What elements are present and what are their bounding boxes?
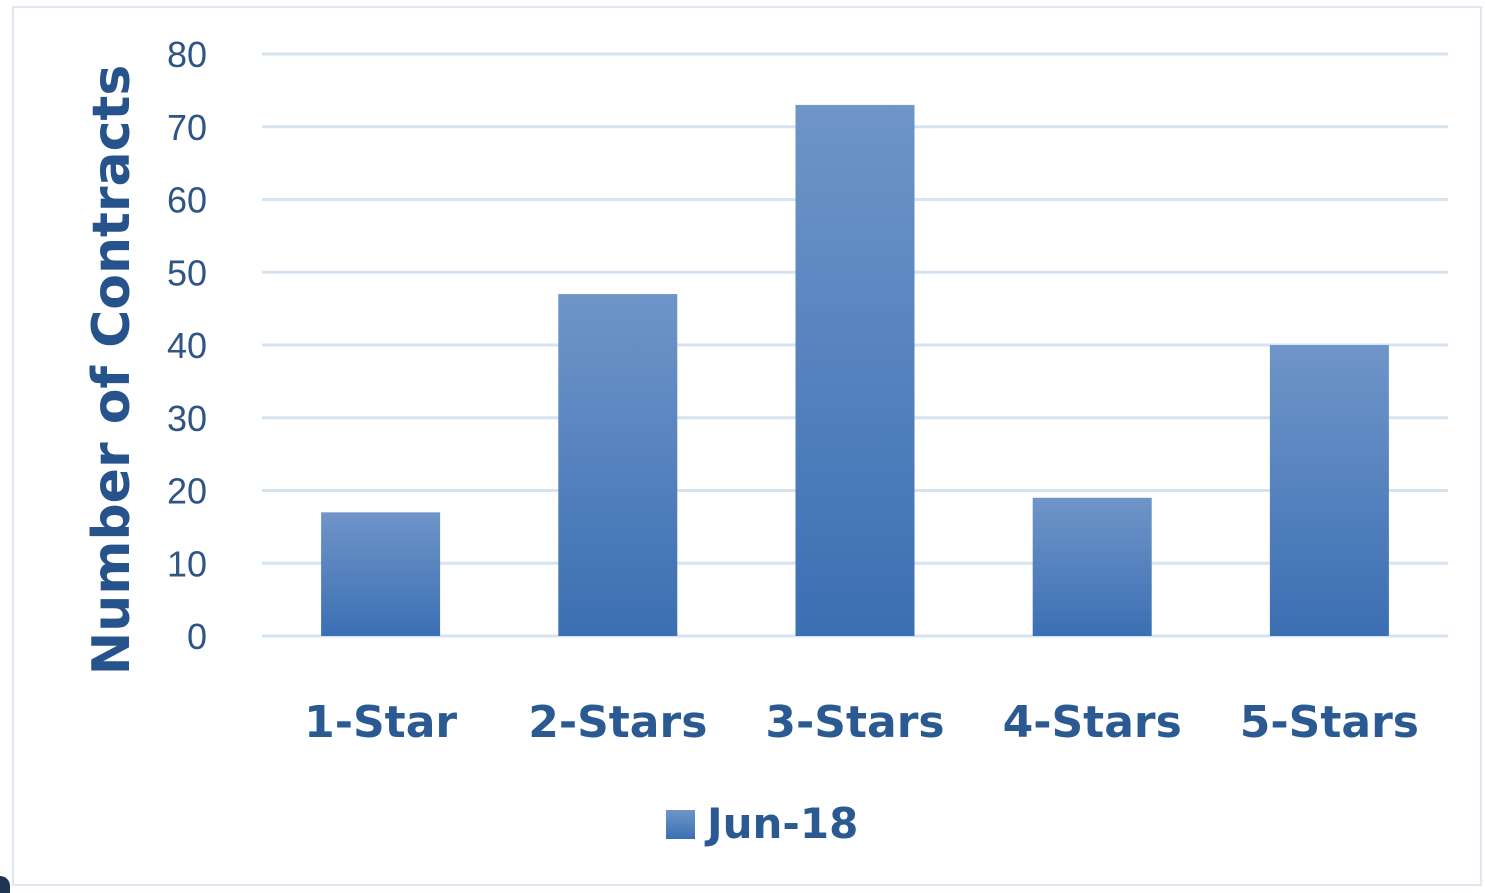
y-tick-label-50: 50 — [167, 252, 207, 293]
y-axis-title: Number of Contracts — [82, 65, 142, 676]
bar-5-stars — [1269, 345, 1389, 636]
x-tick-label-2-stars: 2-Stars — [528, 697, 707, 748]
x-axis-labels: 1-Star 2-Stars 3-Stars 4-Stars 5-Stars — [304, 697, 1419, 748]
bar-3-stars — [795, 104, 915, 637]
bars — [321, 104, 1389, 637]
bar-1-star — [321, 512, 441, 636]
corner-shape — [0, 876, 10, 893]
bar-4-stars — [1032, 497, 1152, 636]
x-tick-label-5-stars: 5-Stars — [1240, 697, 1419, 748]
y-tick-label-60: 60 — [167, 180, 207, 221]
legend-swatch — [666, 810, 695, 839]
bar-2-stars — [558, 294, 678, 636]
x-tick-label-4-stars: 4-Stars — [1003, 697, 1182, 748]
y-tick-label-0: 0 — [187, 616, 207, 657]
chart-frame — [12, 6, 1482, 886]
legend-label-jun-18: Jun-18 — [704, 799, 858, 848]
legend: Jun-18 — [666, 799, 858, 848]
y-axis-ticks: 0 10 20 30 40 50 60 70 80 — [167, 34, 207, 657]
y-tick-label-70: 70 — [167, 107, 207, 148]
x-tick-label-3-stars: 3-Stars — [765, 697, 944, 748]
y-tick-label-10: 10 — [167, 543, 207, 584]
x-tick-label-1-star: 1-Star — [304, 697, 457, 748]
y-tick-label-20: 20 — [167, 471, 207, 512]
y-tick-label-80: 80 — [167, 34, 207, 75]
y-tick-label-30: 30 — [167, 398, 207, 439]
y-tick-label-40: 40 — [167, 325, 207, 366]
